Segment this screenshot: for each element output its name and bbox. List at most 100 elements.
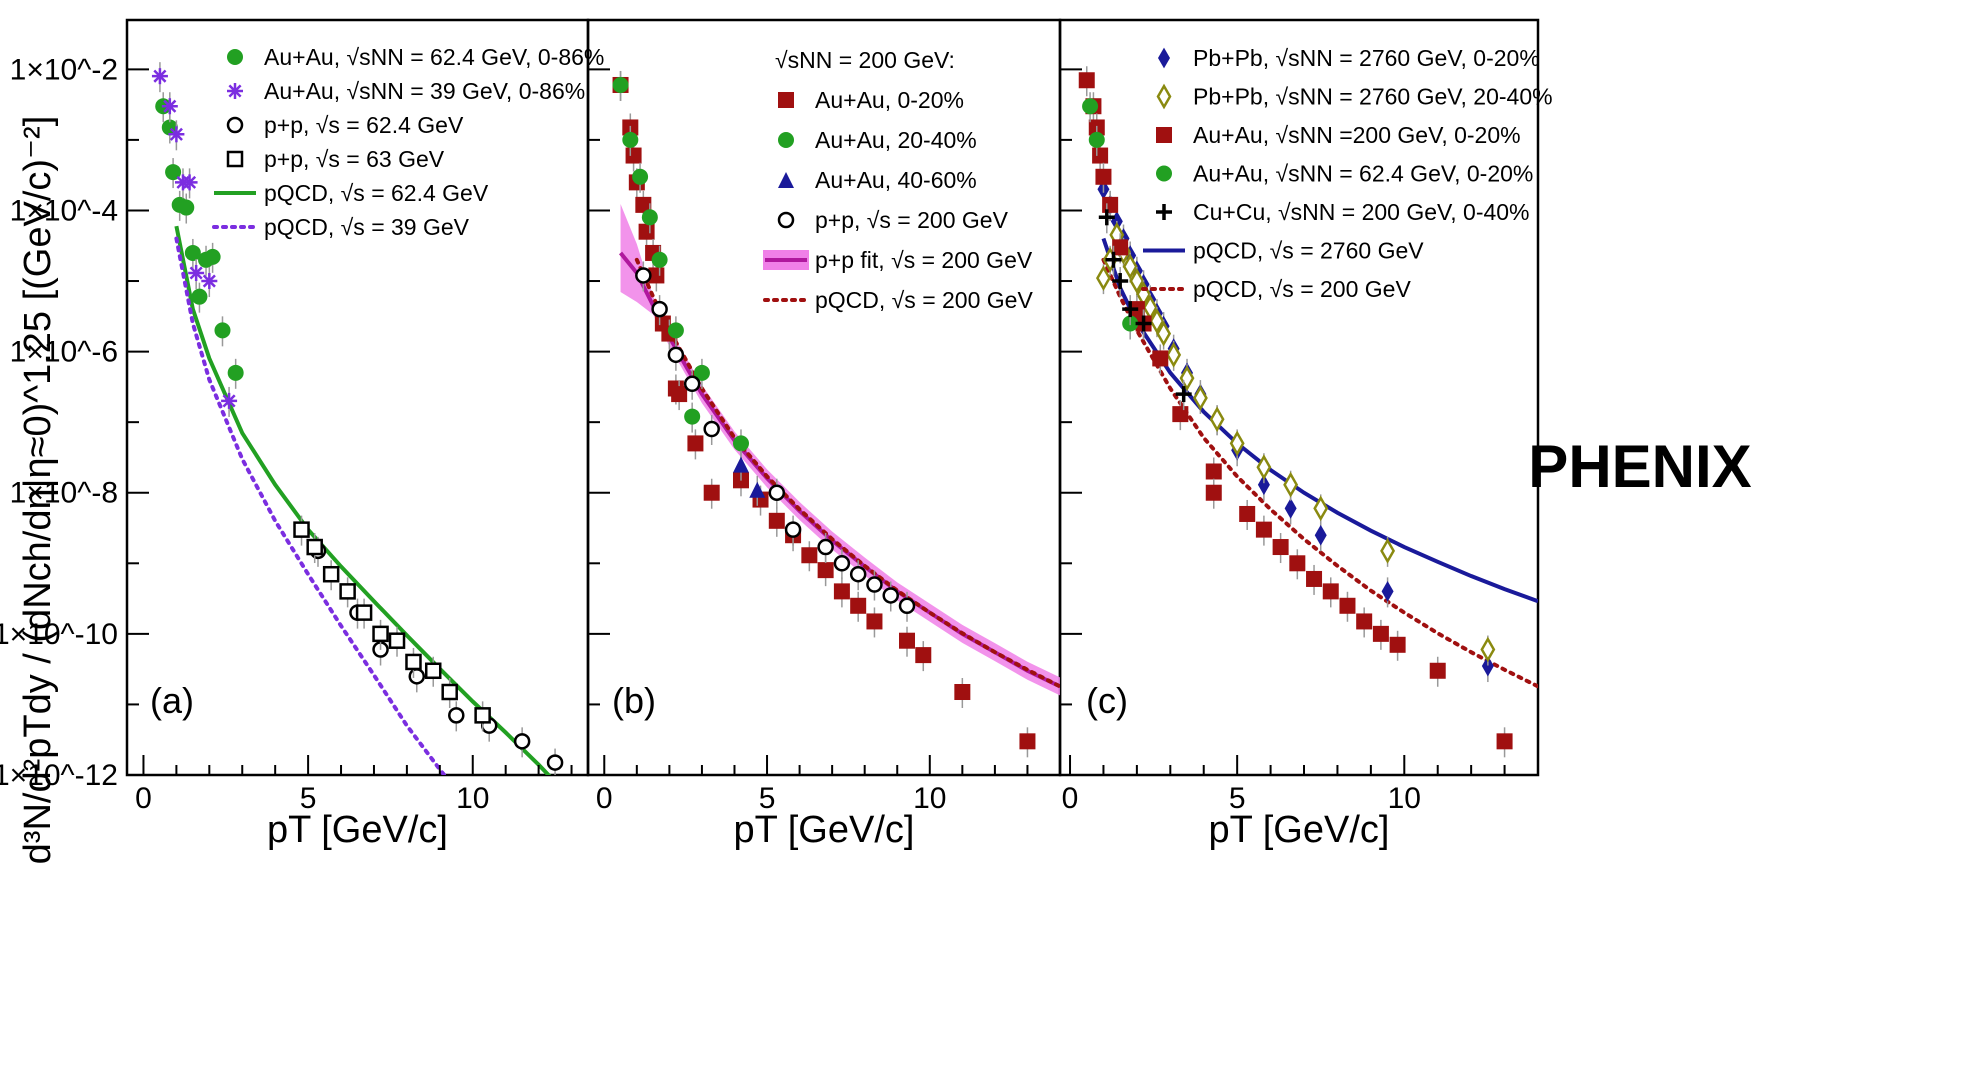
y-tick-label: 1×10^-12 (0, 759, 118, 792)
legend-entry: Au+Au, 20-40% (815, 127, 977, 153)
x-axis-title: pT [GeV/c] (267, 809, 448, 851)
legend-entry: pQCD, √s = 200 GeV (1193, 276, 1411, 302)
data-layer (151, 62, 1538, 775)
data-point (667, 322, 684, 339)
series-curve-6 (1101, 257, 1538, 689)
data-point (915, 647, 932, 664)
data-point (1255, 521, 1272, 538)
data-point (1096, 265, 1111, 292)
data-point (635, 267, 652, 284)
data-point (622, 131, 639, 148)
data-point (388, 632, 406, 649)
data-point (1172, 406, 1189, 423)
data-point (732, 435, 749, 452)
data-point (784, 521, 802, 538)
data-point (1175, 386, 1192, 403)
data-point (641, 209, 658, 226)
legends-layer: Au+Au, √sNN = 62.4 GeV, 0-86% Au+Au, √sNN… (212, 44, 1553, 313)
data-point (1429, 662, 1446, 679)
data-point (306, 538, 323, 556)
y-tick-label: 1×10^-10 (0, 618, 118, 651)
legend: Au+Au, √sNN = 62.4 GeV, 0-86% Au+Au, √sNN… (212, 44, 604, 240)
panel-frames (125, 18, 1540, 777)
y-tick-label: 1×10^-6 (10, 336, 118, 369)
data-point (1122, 301, 1139, 318)
data-point (612, 76, 629, 93)
x-axis-title: pT [GeV/c] (734, 809, 915, 851)
data-point (1306, 570, 1323, 587)
data-point (1389, 636, 1406, 653)
data-point (227, 364, 244, 381)
data-point (954, 684, 971, 701)
data-point (204, 248, 221, 265)
data-point (833, 583, 850, 600)
legend-symbol (226, 116, 244, 134)
legend-entry: Au+Au, √sNN = 62.4 GeV, 0-86% (264, 44, 604, 70)
data-point (1256, 454, 1272, 481)
legend-symbol (778, 172, 794, 188)
data-point (1112, 273, 1129, 290)
data-point (1098, 209, 1115, 226)
y-tick-label: 1×10^-8 (10, 477, 118, 510)
data-point (546, 754, 564, 771)
data-point (687, 435, 704, 452)
data-point (1481, 655, 1494, 677)
series-curve-5 (174, 236, 447, 775)
legend-symbol (1156, 165, 1172, 182)
data-point (1095, 168, 1112, 185)
data-point (1129, 268, 1145, 294)
data-point (684, 408, 701, 425)
legend-symbol (1156, 204, 1172, 220)
data-point (1088, 131, 1105, 148)
x-tick-label: 0 (135, 782, 152, 815)
data-point (188, 264, 205, 281)
data-point (732, 456, 749, 473)
data-point (355, 604, 373, 621)
data-point (1092, 147, 1109, 164)
pp-fit-band (620, 203, 1060, 696)
legend-symbol (227, 83, 243, 99)
data-point (293, 521, 310, 538)
legend-entry: pQCD, √s = 200 GeV (815, 287, 1033, 313)
data-point (817, 562, 834, 579)
data-point (898, 597, 916, 615)
panel-plot-area (1078, 66, 1538, 758)
panel-frame (1058, 18, 1540, 777)
data-point (768, 484, 786, 501)
legend-symbol (777, 211, 795, 229)
data-point (1339, 597, 1356, 614)
legend-entry: pQCD, √s = 39 GeV (264, 214, 470, 240)
x-tick-label: 10 (1388, 782, 1421, 815)
data-point (1284, 497, 1297, 519)
data-point (899, 632, 916, 649)
data-point (408, 668, 426, 685)
data-point (632, 168, 649, 185)
data-point (1082, 98, 1099, 115)
data-point (1019, 733, 1036, 750)
legend-entry: Pb+Pb, √sNN = 2760 GeV, 20-40% (1193, 84, 1553, 110)
data-point (1166, 341, 1182, 368)
legend-entry: p+p fit, √s = 200 GeV (815, 247, 1033, 273)
data-point (1122, 253, 1138, 280)
panel-label: (c) (1086, 680, 1128, 721)
legend-symbol (1156, 127, 1172, 143)
panel-plot-area (612, 70, 1060, 758)
data-point (1356, 613, 1373, 630)
data-point (683, 375, 701, 393)
x-tick-label: 5 (300, 782, 317, 815)
legend-entry: p+p, √s = 63 GeV (264, 146, 445, 172)
legend-entry: Au+Au, 40-60% (815, 167, 977, 193)
data-point (850, 597, 867, 614)
data-point (625, 147, 642, 164)
data-point (693, 364, 710, 381)
legend-entry: Au+Au, √sNN = 62.4 GeV, 0-20% (1193, 161, 1533, 187)
data-point (882, 587, 899, 604)
data-point (749, 481, 766, 498)
data-point (168, 126, 185, 143)
x-tick-label: 5 (1229, 782, 1246, 815)
data-point (1289, 555, 1306, 572)
data-point (214, 322, 231, 339)
